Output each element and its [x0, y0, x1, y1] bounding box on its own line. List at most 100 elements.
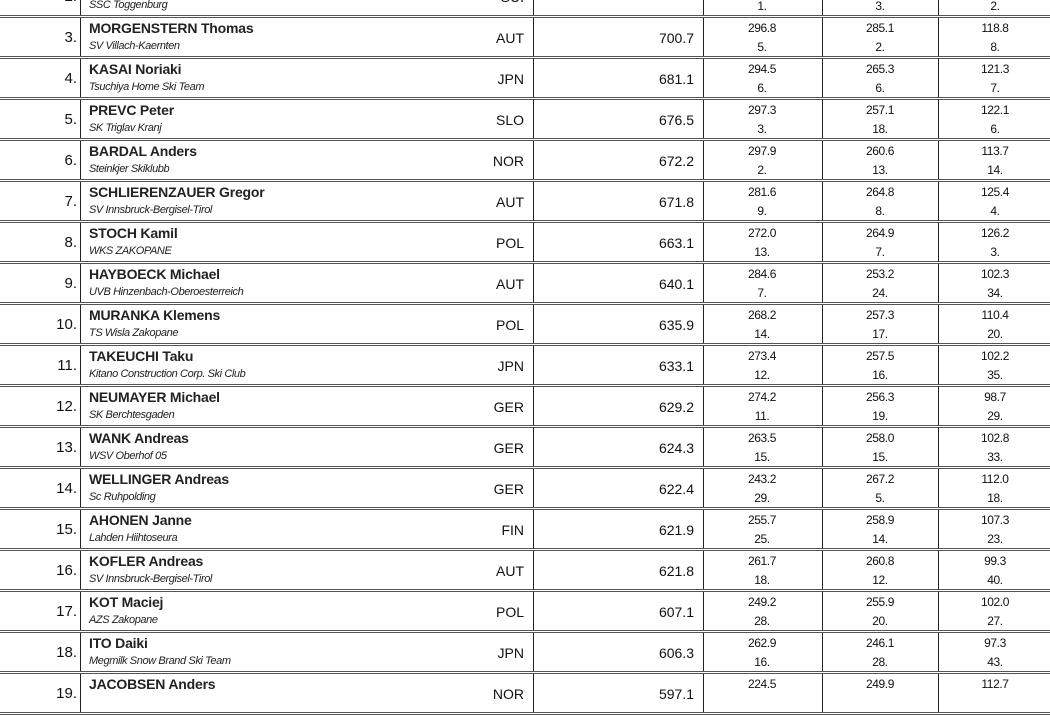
score-points: 261.7	[747, 554, 777, 568]
score-rank: 8.	[875, 204, 885, 218]
score-rank: 25.	[754, 532, 770, 546]
column-divider	[703, 59, 704, 97]
total-points: 640.1	[658, 276, 694, 292]
score-points: 102.8	[980, 431, 1010, 445]
score-rank: 4.	[990, 204, 1000, 218]
club-name: Lahden Hiihtoseura	[89, 532, 178, 544]
score-rank: 15.	[754, 450, 770, 464]
score-rank: 1.	[757, 0, 767, 13]
score-points: 249.9	[865, 677, 895, 691]
column-divider	[822, 18, 823, 56]
rank: 6.	[64, 152, 77, 169]
total-points: 607.1	[658, 604, 694, 620]
column-divider	[938, 305, 939, 343]
column-divider	[822, 674, 823, 712]
score-rank: 14.	[754, 327, 770, 341]
score-points: 284.6	[747, 267, 777, 281]
score-rank: 43.	[987, 655, 1003, 669]
score-points: 274.2	[747, 390, 777, 404]
score-rank: 16.	[872, 368, 888, 382]
score-points: 107.3	[980, 513, 1010, 527]
result-row: 19. JACOBSEN Anders NOR 597.1 224.5 249.…	[0, 674, 1050, 715]
column-divider	[703, 264, 704, 302]
score-rank: 18.	[754, 573, 770, 587]
score-rank: 5.	[757, 40, 767, 54]
column-divider	[822, 346, 823, 384]
column-divider	[938, 182, 939, 220]
total-points: 700.7	[658, 30, 694, 46]
score-rank: 2.	[990, 0, 1000, 13]
nation: GER	[493, 399, 524, 415]
score-rank: 34.	[987, 286, 1003, 300]
column-divider	[938, 59, 939, 97]
result-row: 2. SSC Toggenburg SUI 1. 3. 2.	[0, 0, 1050, 18]
nation: POL	[495, 235, 524, 251]
nation: AUT	[496, 276, 524, 292]
column-divider	[938, 633, 939, 671]
column-divider	[703, 141, 704, 179]
athlete-name: WANK Andreas	[89, 430, 189, 446]
score-rank: 11.	[754, 409, 770, 423]
score-rank: 29.	[987, 409, 1003, 423]
rank: 12.	[56, 398, 77, 415]
column-divider	[80, 59, 81, 97]
column-divider	[80, 223, 81, 261]
rank: 13.	[56, 439, 77, 456]
column-divider	[938, 346, 939, 384]
column-divider	[822, 469, 823, 507]
column-divider	[533, 428, 534, 466]
column-divider	[703, 387, 704, 425]
score-points: 267.2	[865, 472, 895, 486]
column-divider	[703, 346, 704, 384]
athlete-name: KASAI Noriaki	[89, 61, 182, 77]
column-divider	[533, 510, 534, 548]
column-divider	[703, 182, 704, 220]
club-name: Steinkjer Skiklubb	[89, 163, 170, 175]
score-points: 260.6	[865, 144, 895, 158]
column-divider	[822, 551, 823, 589]
score-points: 122.1	[980, 103, 1010, 117]
club-name: Kitano Construction Corp. Ski Club	[89, 368, 246, 380]
score-rank: 19.	[872, 409, 888, 423]
total-points: 635.9	[658, 317, 694, 333]
score-points: 258.9	[865, 513, 895, 527]
athlete-name: HAYBOECK Michael	[89, 266, 220, 282]
score-rank: 28.	[872, 655, 888, 669]
column-divider	[938, 0, 939, 15]
club-name: Tsuchiya Home Ski Team	[89, 81, 205, 93]
score-points: 102.2	[980, 349, 1010, 363]
score-points: 281.6	[747, 185, 777, 199]
score-rank: 8.	[990, 40, 1000, 54]
column-divider	[938, 100, 939, 138]
score-rank: 14.	[987, 163, 1003, 177]
club-name: WSV Oberhof 05	[89, 450, 167, 462]
score-points: 285.1	[865, 21, 895, 35]
nation: GER	[493, 440, 524, 456]
column-divider	[822, 0, 823, 15]
score-rank: 35.	[987, 368, 1003, 382]
column-divider	[80, 592, 81, 630]
score-points: 294.5	[747, 62, 777, 76]
nation: FIN	[501, 522, 524, 538]
column-divider	[533, 387, 534, 425]
column-divider	[80, 182, 81, 220]
score-points: 113.7	[981, 144, 1009, 158]
club-name: SK Triglav Kranj	[89, 122, 162, 134]
rank: 16.	[56, 562, 77, 579]
result-row: 16. KOFLER Andreas SV Innsbruck-Bergisel…	[0, 551, 1050, 592]
score-rank: 13.	[754, 245, 770, 259]
column-divider	[822, 59, 823, 97]
score-points: 268.2	[747, 308, 777, 322]
nation: NOR	[492, 153, 524, 169]
column-divider	[80, 551, 81, 589]
column-divider	[703, 0, 704, 15]
score-points: 264.8	[865, 185, 895, 199]
score-points: 255.9	[865, 595, 895, 609]
athlete-name: JACOBSEN Anders	[89, 676, 216, 692]
score-points: 263.5	[747, 431, 777, 445]
club-name: WKS ZAKOPANE	[89, 245, 172, 257]
column-divider	[822, 633, 823, 671]
athlete-name: TAKEUCHI Taku	[89, 348, 194, 364]
score-points: 255.7	[747, 513, 777, 527]
